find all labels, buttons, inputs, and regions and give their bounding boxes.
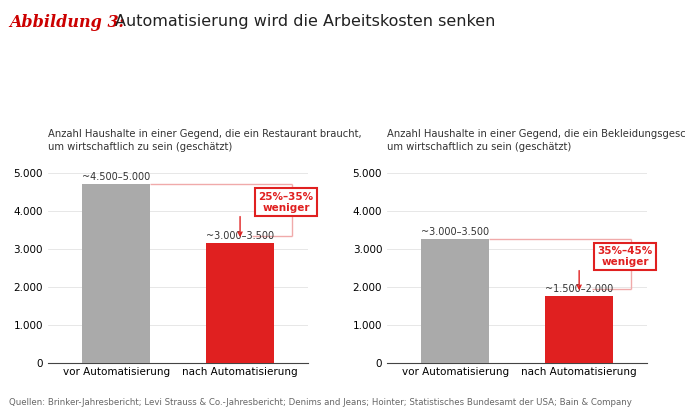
Text: 35%–45%
weniger: 35%–45% weniger bbox=[597, 246, 653, 267]
Text: ~3.000–3.500: ~3.000–3.500 bbox=[421, 227, 489, 237]
Bar bbox=[82, 185, 150, 363]
Text: Restaurant: Restaurant bbox=[141, 120, 215, 133]
Text: 25%–35%
weniger: 25%–35% weniger bbox=[258, 192, 314, 213]
Text: ~3.000–3.500: ~3.000–3.500 bbox=[206, 230, 274, 241]
Text: Anzahl Haushalte in einer Gegend, die ein Restaurant braucht,
um wirtschaftlich : Anzahl Haushalte in einer Gegend, die ei… bbox=[48, 129, 362, 152]
Text: Abbildung 3:: Abbildung 3: bbox=[9, 14, 125, 31]
Bar bbox=[545, 296, 613, 363]
Bar bbox=[206, 243, 274, 363]
Text: ~4.500–5.000: ~4.500–5.000 bbox=[82, 172, 150, 182]
Text: Automatisierung wird die Arbeitskosten senken: Automatisierung wird die Arbeitskosten s… bbox=[115, 14, 495, 29]
Text: ~1.500–2.000: ~1.500–2.000 bbox=[545, 283, 613, 294]
Text: Anzahl Haushalte in einer Gegend, die ein Bekleidungsgeschäft braucht,
um wirtsc: Anzahl Haushalte in einer Gegend, die ei… bbox=[387, 129, 685, 152]
Bar bbox=[421, 239, 489, 363]
Text: Bekleidungsfachhandel: Bekleidungsfachhandel bbox=[440, 120, 595, 133]
Text: Quellen: Brinker-Jahresbericht; Levi Strauss & Co.-Jahresbericht; Denims and Jea: Quellen: Brinker-Jahresbericht; Levi Str… bbox=[9, 398, 632, 407]
